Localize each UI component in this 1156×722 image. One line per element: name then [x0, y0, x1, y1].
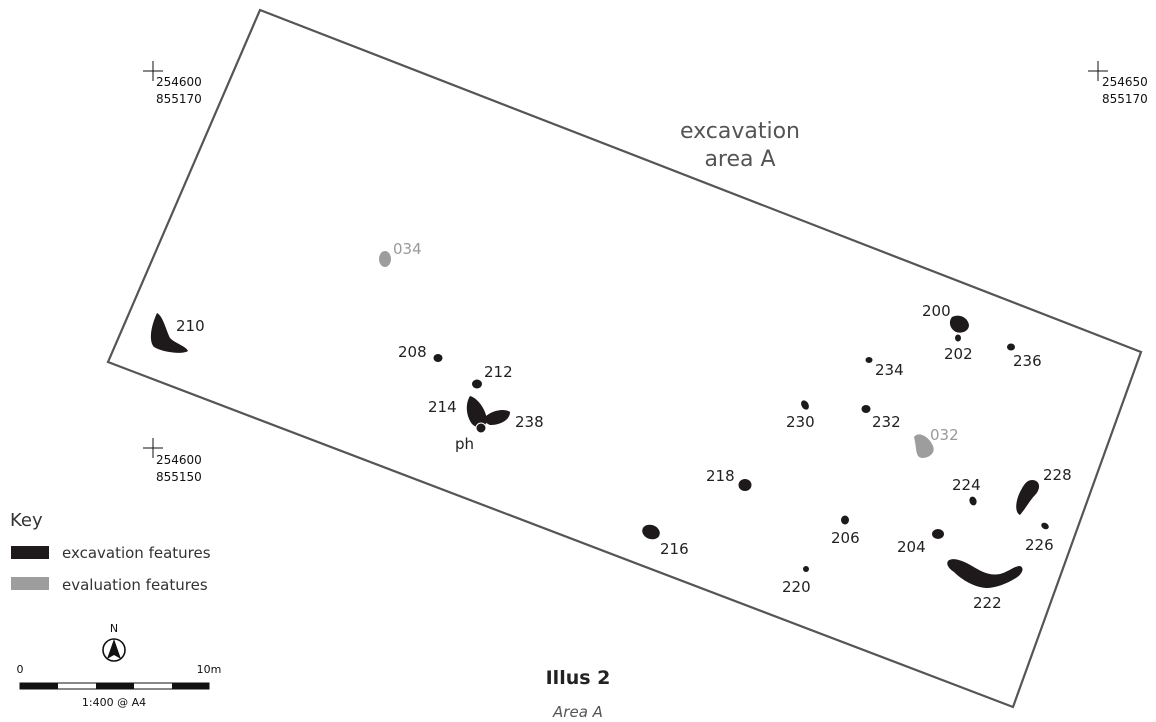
label-234: 234 — [875, 361, 904, 379]
feature-228 — [1016, 480, 1040, 515]
grid-cross-icon — [1088, 61, 1108, 81]
key-swatch-evaluation — [11, 577, 49, 590]
scale-start-label: 0 — [17, 663, 24, 676]
label-208: 208 — [398, 343, 427, 361]
evaluation-feature-032 — [914, 434, 934, 458]
label-226: 226 — [1025, 536, 1054, 554]
feature-204 — [932, 529, 944, 539]
feature-236 — [1007, 343, 1015, 351]
grid-northing-1: 855170 — [156, 92, 202, 106]
label-230: 230 — [786, 413, 815, 431]
feature-226 — [1041, 522, 1049, 530]
label-204: 204 — [897, 538, 926, 556]
feature-230 — [801, 400, 809, 410]
scale-ratio: 1:400 @ A4 — [82, 696, 146, 709]
feature-220 — [803, 566, 809, 572]
grid-easting-1: 254600 — [156, 75, 202, 89]
scale-bar — [19, 682, 210, 690]
grid-easting-3: 254600 — [156, 453, 202, 467]
area-label-line2: area A — [704, 147, 775, 172]
grid-cross-icon — [143, 438, 163, 458]
caption-title: Illus 2 — [546, 667, 611, 689]
key-title: Key — [10, 510, 43, 531]
feature-214 — [466, 396, 487, 428]
feature-212 — [472, 379, 482, 389]
label-218: 218 — [706, 467, 735, 485]
north-arrow-icon — [102, 638, 126, 662]
feature-232 — [861, 405, 871, 413]
label-200: 200 — [922, 302, 951, 320]
feature-202 — [955, 334, 961, 342]
label-ph: ph — [455, 435, 474, 453]
feature-224 — [969, 496, 977, 506]
label-034: 034 — [393, 240, 422, 258]
label-216: 216 — [660, 540, 689, 558]
feature-ph — [475, 422, 487, 434]
label-214: 214 — [428, 398, 457, 416]
key-label-excavation: excavation features — [62, 544, 211, 562]
label-232: 232 — [872, 413, 901, 431]
label-206: 206 — [831, 529, 860, 547]
label-210: 210 — [176, 317, 205, 335]
grid-northing-2: 855170 — [1102, 92, 1148, 106]
grid-cross-icon — [143, 61, 163, 81]
label-238: 238 — [515, 413, 544, 431]
label-212: 212 — [484, 363, 513, 381]
evaluation-feature-034 — [379, 251, 391, 267]
key-label-evaluation: evaluation features — [62, 576, 208, 594]
excavation-area-boundary — [106, 8, 1143, 709]
caption-subtitle: Area A — [552, 703, 603, 721]
grid-northing-3: 855150 — [156, 470, 202, 484]
feature-210 — [150, 313, 188, 353]
label-032: 032 — [930, 426, 959, 444]
label-220: 220 — [782, 578, 811, 596]
feature-208 — [433, 354, 443, 362]
area-label-line1: excavation — [680, 119, 800, 144]
feature-200 — [949, 315, 969, 333]
label-224: 224 — [952, 476, 981, 494]
north-arrow-label: N — [110, 622, 118, 635]
label-202: 202 — [944, 345, 973, 363]
label-228: 228 — [1043, 466, 1072, 484]
label-222: 222 — [973, 594, 1002, 612]
key-swatch-excavation — [11, 546, 49, 559]
feature-206 — [841, 515, 849, 525]
label-236: 236 — [1013, 352, 1042, 370]
feature-222 — [947, 559, 1023, 588]
feature-218 — [738, 479, 752, 491]
scale-end-label: 10m — [197, 663, 222, 676]
feature-234 — [865, 357, 873, 363]
feature-238 — [484, 409, 510, 425]
grid-easting-2: 254650 — [1102, 75, 1148, 89]
feature-216 — [642, 524, 660, 540]
